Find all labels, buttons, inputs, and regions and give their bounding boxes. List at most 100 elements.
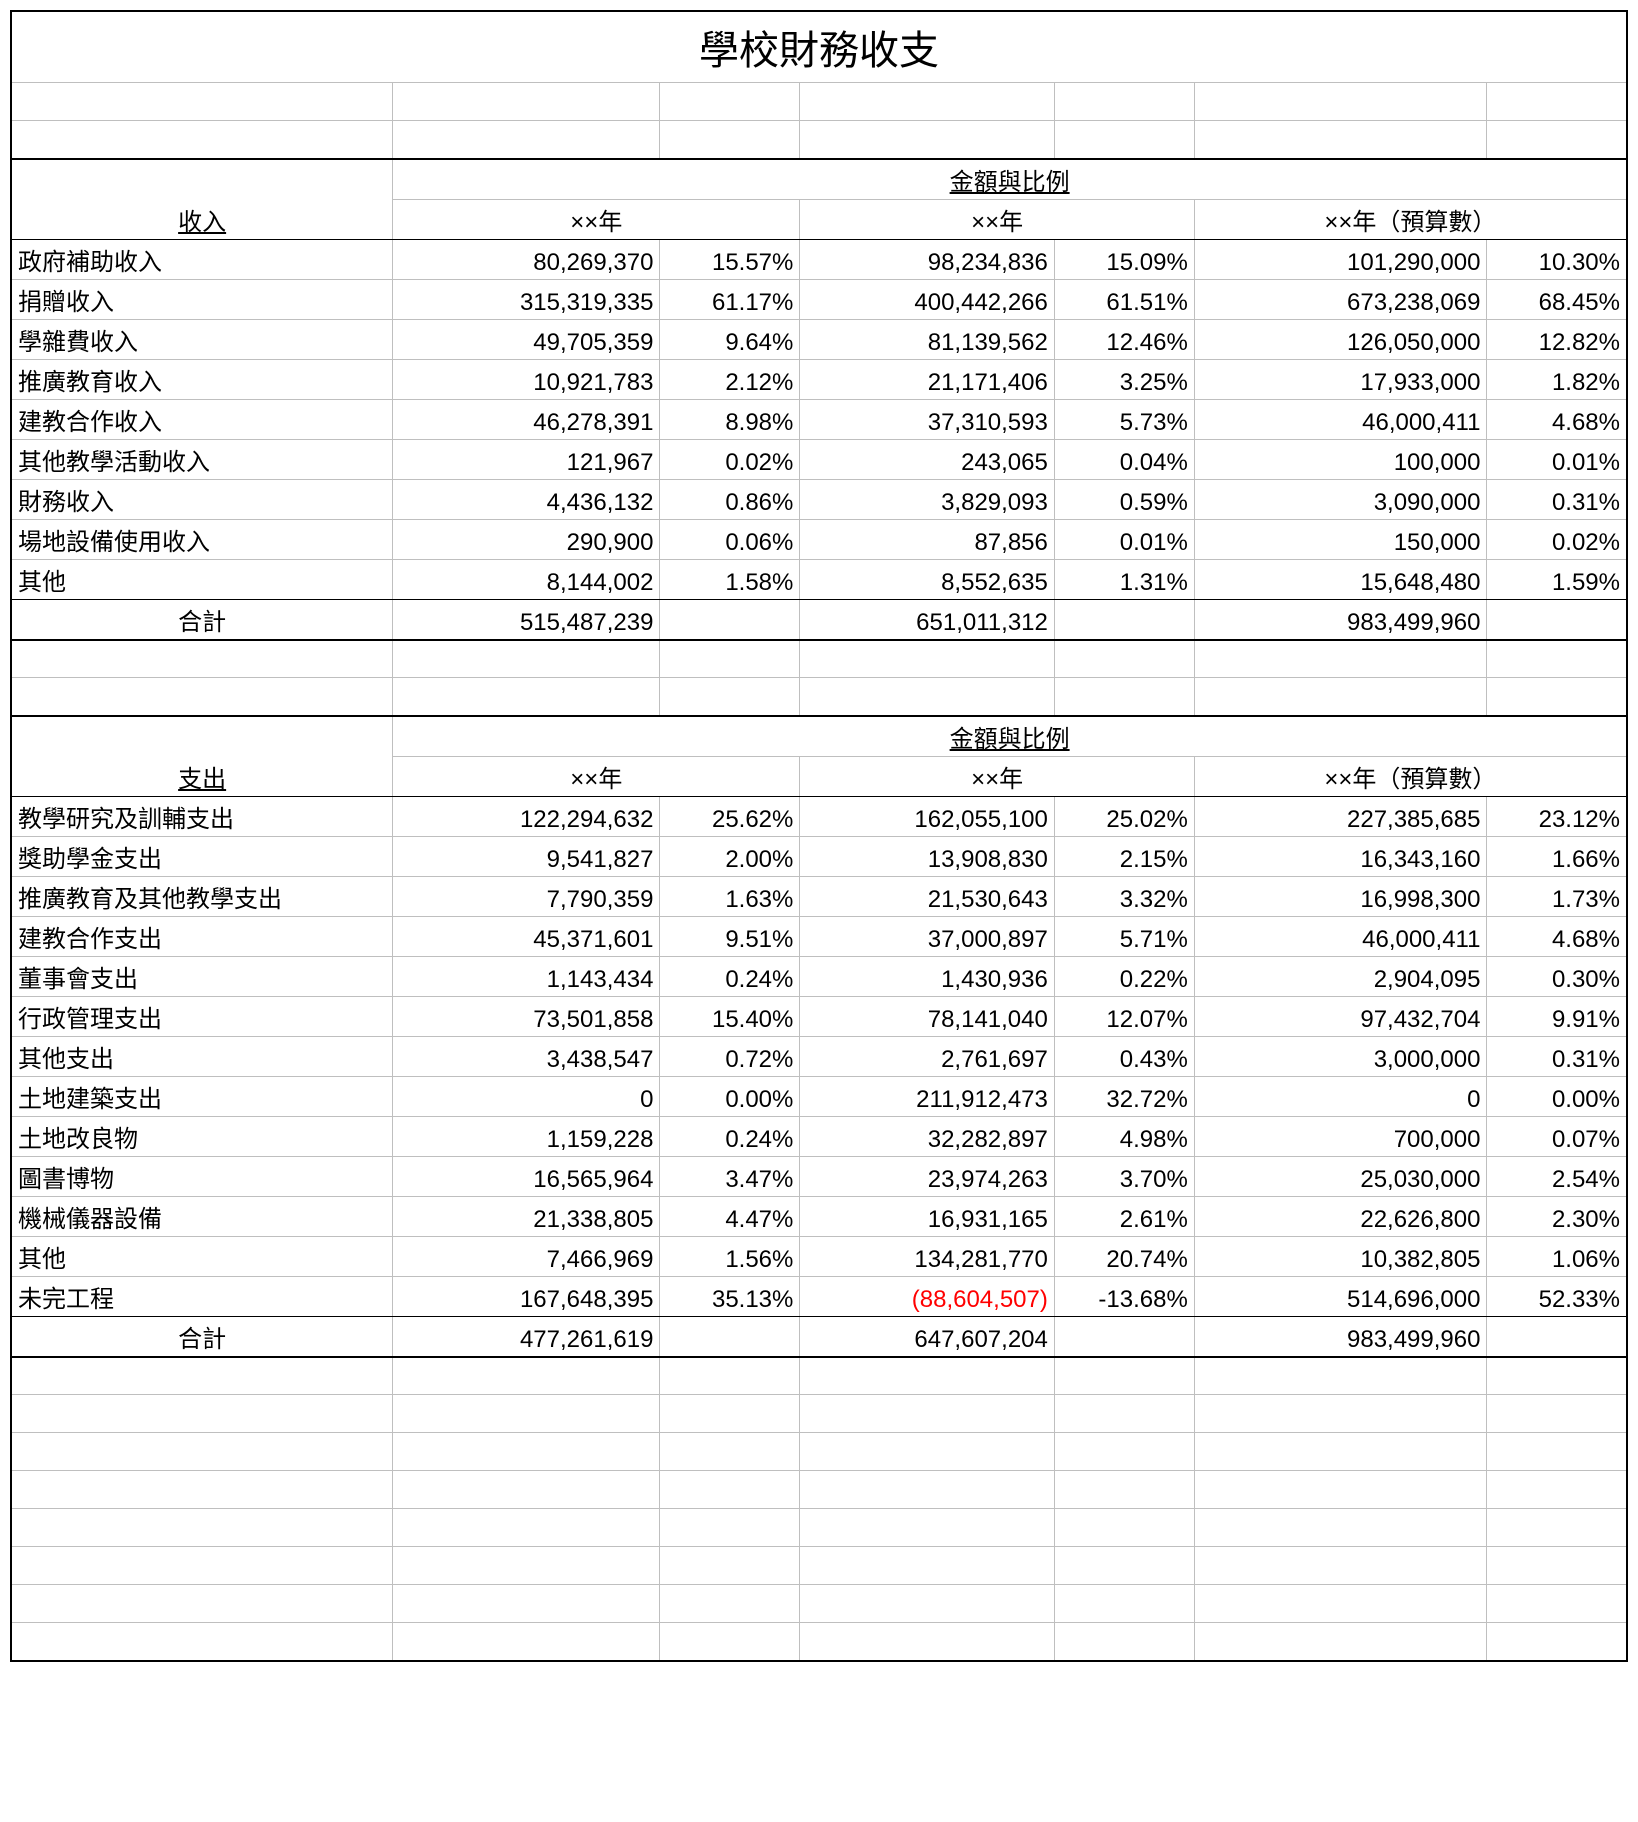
row-label: 其他 — [11, 1236, 393, 1276]
pct-y1: 0.24% — [660, 956, 800, 996]
pct-y2: 1.31% — [1054, 559, 1194, 599]
pct-y2: 12.07% — [1054, 996, 1194, 1036]
pct-y3: 1.82% — [1487, 359, 1627, 399]
pct-y2: 0.22% — [1054, 956, 1194, 996]
pct-y3: 4.68% — [1487, 399, 1627, 439]
row-label: 行政管理支出 — [11, 996, 393, 1036]
amount-y1: 0 — [393, 1076, 660, 1116]
amount-y2: 1,430,936 — [800, 956, 1054, 996]
section-label: 支出 — [178, 766, 226, 793]
pct-y2: 4.98% — [1054, 1116, 1194, 1156]
amount-y1: 46,278,391 — [393, 399, 660, 439]
pct-y3: 52.33% — [1487, 1276, 1627, 1316]
amount-y3: 700,000 — [1194, 1116, 1487, 1156]
amount-y3: 2,904,095 — [1194, 956, 1487, 996]
pct-y1: 9.51% — [660, 916, 800, 956]
pct-y2: 20.74% — [1054, 1236, 1194, 1276]
year2-header: ××年 — [800, 199, 1194, 239]
pct-y3: 10.30% — [1487, 239, 1627, 279]
pct-y2: 0.04% — [1054, 439, 1194, 479]
total-y1: 477,261,619 — [393, 1316, 660, 1357]
pct-y3: 23.12% — [1487, 796, 1627, 836]
pct-y1: 1.63% — [660, 876, 800, 916]
total-label: 合計 — [11, 599, 393, 640]
row-label: 土地建築支出 — [11, 1076, 393, 1116]
total-y3: 983,499,960 — [1194, 1316, 1487, 1357]
row-label: 推廣教育收入 — [11, 359, 393, 399]
amount-y3: 227,385,685 — [1194, 796, 1487, 836]
amount-y3: 22,626,800 — [1194, 1196, 1487, 1236]
amount-y1: 21,338,805 — [393, 1196, 660, 1236]
amount-y1: 16,565,964 — [393, 1156, 660, 1196]
pct-y3: 1.59% — [1487, 559, 1627, 599]
pct-y3: 1.66% — [1487, 836, 1627, 876]
total-label: 合計 — [11, 1316, 393, 1357]
amount-y1: 80,269,370 — [393, 239, 660, 279]
amount-y2: 211,912,473 — [800, 1076, 1054, 1116]
amount-y2: (88,604,507) — [800, 1276, 1054, 1316]
total-y2: 651,011,312 — [800, 599, 1054, 640]
financial-table: 學校財務收支收入金額與比例××年××年××年（預算數）政府補助收入80,269,… — [10, 10, 1628, 1662]
pct-y1: 0.06% — [660, 519, 800, 559]
row-label: 建教合作支出 — [11, 916, 393, 956]
row-label: 董事會支出 — [11, 956, 393, 996]
pct-y2: 3.32% — [1054, 876, 1194, 916]
pct-y1: 2.00% — [660, 836, 800, 876]
pct-y3: 0.02% — [1487, 519, 1627, 559]
row-label: 捐贈收入 — [11, 279, 393, 319]
amount-y2: 21,171,406 — [800, 359, 1054, 399]
pct-y1: 15.40% — [660, 996, 800, 1036]
pct-y2: 2.15% — [1054, 836, 1194, 876]
amount-y3: 126,050,000 — [1194, 319, 1487, 359]
pct-y2: 0.59% — [1054, 479, 1194, 519]
amount-y1: 122,294,632 — [393, 796, 660, 836]
pct-y2: 3.70% — [1054, 1156, 1194, 1196]
amount-y1: 49,705,359 — [393, 319, 660, 359]
amount-y2: 98,234,836 — [800, 239, 1054, 279]
amount-y1: 1,143,434 — [393, 956, 660, 996]
amount-y2: 3,829,093 — [800, 479, 1054, 519]
amount-y3: 673,238,069 — [1194, 279, 1487, 319]
row-label: 圖書博物 — [11, 1156, 393, 1196]
pct-y1: 35.13% — [660, 1276, 800, 1316]
pct-y2: 0.43% — [1054, 1036, 1194, 1076]
amount-y1: 10,921,783 — [393, 359, 660, 399]
row-label: 其他 — [11, 559, 393, 599]
amount-y3: 97,432,704 — [1194, 996, 1487, 1036]
amount-ratio-header: 金額與比例 — [393, 159, 1627, 200]
amount-y1: 8,144,002 — [393, 559, 660, 599]
amount-y1: 1,159,228 — [393, 1116, 660, 1156]
year3-header: ××年（預算數） — [1194, 756, 1627, 796]
amount-ratio-header: 金額與比例 — [393, 716, 1627, 757]
pct-y2: 3.25% — [1054, 359, 1194, 399]
pct-y3: 4.68% — [1487, 916, 1627, 956]
pct-y3: 68.45% — [1487, 279, 1627, 319]
pct-y1: 61.17% — [660, 279, 800, 319]
row-label: 場地設備使用收入 — [11, 519, 393, 559]
amount-y3: 46,000,411 — [1194, 916, 1487, 956]
amount-y2: 23,974,263 — [800, 1156, 1054, 1196]
amount-y1: 7,790,359 — [393, 876, 660, 916]
amount-y3: 514,696,000 — [1194, 1276, 1487, 1316]
amount-y1: 167,648,395 — [393, 1276, 660, 1316]
pct-y3: 1.73% — [1487, 876, 1627, 916]
total-y2: 647,607,204 — [800, 1316, 1054, 1357]
pct-y3: 12.82% — [1487, 319, 1627, 359]
row-label: 獎助學金支出 — [11, 836, 393, 876]
section-label: 收入 — [178, 209, 226, 236]
pct-y2: 15.09% — [1054, 239, 1194, 279]
amount-y2: 8,552,635 — [800, 559, 1054, 599]
amount-y1: 290,900 — [393, 519, 660, 559]
year1-header: ××年 — [393, 199, 800, 239]
amount-y3: 17,933,000 — [1194, 359, 1487, 399]
amount-y1: 9,541,827 — [393, 836, 660, 876]
pct-y3: 0.31% — [1487, 1036, 1627, 1076]
amount-y3: 3,090,000 — [1194, 479, 1487, 519]
row-label: 機械儀器設備 — [11, 1196, 393, 1236]
amount-y2: 21,530,643 — [800, 876, 1054, 916]
amount-y2: 78,141,040 — [800, 996, 1054, 1036]
pct-y1: 0.72% — [660, 1036, 800, 1076]
amount-y2: 162,055,100 — [800, 796, 1054, 836]
amount-y3: 16,998,300 — [1194, 876, 1487, 916]
amount-y2: 37,000,897 — [800, 916, 1054, 956]
